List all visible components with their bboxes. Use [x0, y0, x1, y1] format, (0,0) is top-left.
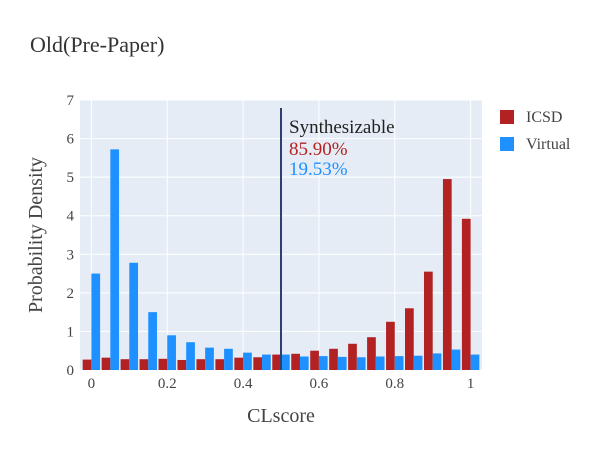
bar-icsd	[253, 357, 263, 370]
bar-virtual	[148, 312, 157, 370]
bar-icsd	[82, 359, 92, 370]
y-tick-labels: 0 1 2 3 4 5 6 7	[67, 93, 75, 379]
bar-icsd	[442, 179, 452, 370]
threshold-icsd-percent: 85.90%	[289, 139, 348, 160]
bar-virtual	[110, 149, 120, 370]
threshold-virtual-percent: 19.53%	[289, 159, 348, 180]
y-tick-label: 3	[67, 247, 75, 263]
bar-virtual	[394, 356, 404, 370]
bar-icsd	[158, 358, 168, 370]
bar-icsd	[120, 359, 130, 370]
bar-icsd	[291, 353, 300, 370]
legend-label-icsd: ICSD	[526, 109, 562, 126]
bar-icsd	[139, 359, 149, 370]
bar-icsd	[367, 337, 376, 370]
bar-icsd	[177, 359, 187, 370]
bar-virtual	[186, 342, 195, 370]
bar-virtual	[243, 352, 252, 370]
bar-virtual	[432, 353, 442, 370]
bar-icsd	[196, 359, 206, 370]
y-tick-label: 7	[67, 93, 75, 109]
bar-virtual	[129, 262, 139, 370]
y-tick-label: 6	[67, 132, 75, 148]
bar-virtual	[262, 354, 271, 370]
legend: ICSD Virtual	[500, 109, 571, 153]
bar-virtual	[167, 335, 176, 370]
bar-virtual	[224, 348, 233, 370]
bar-icsd	[310, 350, 319, 370]
bar-icsd	[423, 271, 433, 370]
x-axis-label: CLscore	[247, 405, 315, 427]
bar-virtual	[318, 356, 328, 370]
legend-swatch-virtual	[500, 137, 514, 151]
bar-icsd	[272, 354, 281, 370]
bar-virtual	[281, 354, 290, 370]
bar-virtual	[470, 354, 480, 370]
bar-icsd	[329, 348, 338, 370]
threshold-label: Synthesizable	[289, 117, 395, 138]
bar-icsd	[386, 321, 395, 370]
y-tick-label: 1	[67, 324, 75, 340]
x-tick-label: 0	[88, 376, 96, 392]
chart-title: Old(Pre-Paper)	[30, 32, 164, 57]
x-tick-labels: 0 0.2 0.4 0.6 0.8 1	[88, 376, 475, 392]
bar-virtual	[337, 356, 347, 370]
bars	[82, 149, 480, 370]
bar-virtual	[451, 349, 461, 370]
legend-swatch-icsd	[500, 110, 514, 124]
bar-virtual	[375, 356, 385, 370]
bar-virtual	[205, 347, 214, 370]
bar-virtual	[91, 273, 101, 370]
bar-icsd	[101, 357, 111, 370]
legend-label-virtual: Virtual	[526, 136, 571, 153]
bar-virtual	[413, 355, 423, 370]
bar-icsd	[234, 357, 244, 370]
bar-icsd	[461, 218, 471, 370]
x-tick-label: 0.2	[158, 376, 177, 392]
bar-icsd	[348, 343, 357, 370]
y-tick-label: 2	[67, 286, 75, 302]
x-tick-label: 0.4	[234, 376, 253, 392]
y-tick-label: 0	[67, 363, 75, 379]
y-tick-label: 5	[67, 170, 75, 186]
y-axis-label: Probability Density	[25, 157, 47, 313]
x-tick-label: 1	[467, 376, 475, 392]
bar-icsd	[215, 359, 225, 370]
bar-icsd	[405, 308, 414, 370]
bar-virtual	[299, 356, 309, 370]
x-tick-label: 0.6	[310, 376, 329, 392]
y-tick-label: 4	[67, 209, 75, 225]
x-tick-label: 0.8	[385, 376, 404, 392]
bar-virtual	[356, 357, 366, 370]
